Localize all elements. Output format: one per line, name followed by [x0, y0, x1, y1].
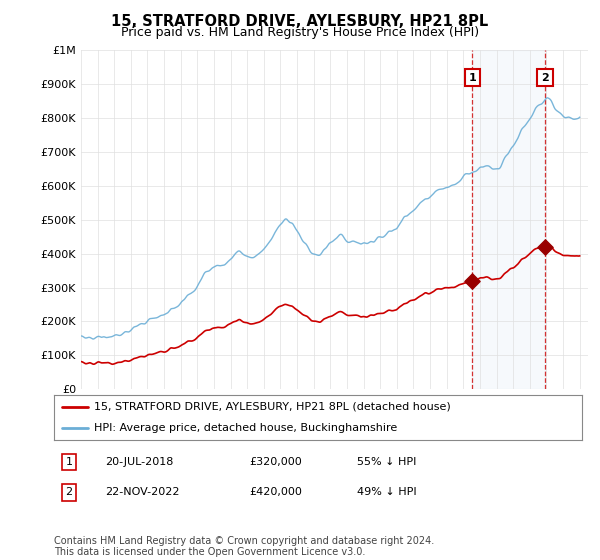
Text: 2: 2 [541, 72, 548, 82]
Text: 1: 1 [65, 457, 73, 467]
Text: 1: 1 [469, 72, 476, 82]
Text: Contains HM Land Registry data © Crown copyright and database right 2024.
This d: Contains HM Land Registry data © Crown c… [54, 535, 434, 557]
Text: 22-NOV-2022: 22-NOV-2022 [105, 487, 179, 497]
Text: HPI: Average price, detached house, Buckinghamshire: HPI: Average price, detached house, Buck… [94, 422, 397, 432]
Text: 2: 2 [65, 487, 73, 497]
Text: 20-JUL-2018: 20-JUL-2018 [105, 457, 173, 467]
Text: 55% ↓ HPI: 55% ↓ HPI [357, 457, 416, 467]
Point [467, 276, 477, 285]
Text: £320,000: £320,000 [249, 457, 302, 467]
Bar [472, 50, 545, 389]
Text: 49% ↓ HPI: 49% ↓ HPI [357, 487, 416, 497]
Text: £420,000: £420,000 [249, 487, 302, 497]
Text: Price paid vs. HM Land Registry's House Price Index (HPI): Price paid vs. HM Land Registry's House … [121, 26, 479, 39]
Text: 15, STRATFORD DRIVE, AYLESBURY, HP21 8PL (detached house): 15, STRATFORD DRIVE, AYLESBURY, HP21 8PL… [94, 402, 451, 412]
Text: 15, STRATFORD DRIVE, AYLESBURY, HP21 8PL: 15, STRATFORD DRIVE, AYLESBURY, HP21 8PL [112, 14, 488, 29]
Point [540, 242, 550, 251]
